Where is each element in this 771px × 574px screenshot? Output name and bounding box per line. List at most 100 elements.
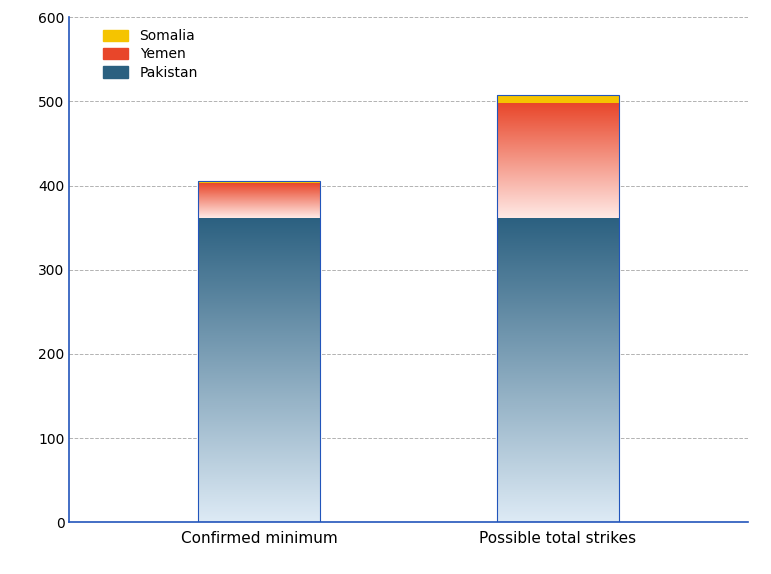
Bar [198,452,321,453]
Legend: Somalia, Yemen, Pakistan: Somalia, Yemen, Pakistan [103,29,198,80]
Bar [497,330,619,331]
Bar [198,233,321,234]
Bar [497,253,619,254]
Bar [497,359,619,360]
Bar [497,309,619,310]
Bar [497,436,619,437]
Bar [198,380,321,381]
Bar [198,413,321,414]
Bar [497,420,619,421]
Bar [497,237,619,238]
Bar [497,325,619,326]
Bar [198,223,321,224]
Bar [497,327,619,328]
Bar [198,485,321,486]
Bar [198,250,321,251]
Bar [198,490,321,491]
Bar [198,273,321,274]
Bar [497,319,619,320]
Bar [497,247,619,248]
Bar [497,479,619,480]
Bar [198,483,321,484]
Bar [497,241,619,242]
Bar [198,284,321,285]
Bar [198,497,321,498]
Bar [198,484,321,485]
Bar [198,395,321,397]
Bar [497,418,619,420]
Bar [198,397,321,398]
Bar [497,435,619,436]
Bar [497,428,619,429]
Bar [198,517,321,518]
Bar [198,331,321,332]
Bar [198,480,321,482]
Bar [497,328,619,329]
Bar [497,372,619,373]
Bar [497,333,619,335]
Bar [497,446,619,447]
Bar [198,319,321,320]
Bar [497,305,619,306]
Bar [198,252,321,253]
Bar [497,506,619,507]
Bar [497,373,619,374]
Bar [497,434,619,435]
Bar [198,320,321,321]
Bar [497,314,619,315]
Bar [497,351,619,352]
Bar [198,282,321,284]
Bar [497,454,619,455]
Bar [497,331,619,332]
Bar [198,222,321,223]
Bar [198,365,321,366]
Bar [198,257,321,258]
Bar [497,519,619,520]
Bar [198,355,321,356]
Bar [198,495,321,496]
Bar [497,440,619,441]
Bar [198,346,321,347]
Bar [198,285,321,286]
Bar [198,235,321,236]
Bar [198,405,321,406]
Bar [198,437,321,438]
Bar [198,292,321,293]
Bar [198,406,321,408]
Bar [497,368,619,369]
Bar [198,294,321,295]
Bar [497,339,619,340]
Bar [497,433,619,434]
Bar [497,406,619,408]
Bar [497,457,619,459]
Bar [198,456,321,457]
Bar [497,344,619,346]
Bar [497,503,619,504]
Bar [198,505,321,506]
Bar [497,293,619,294]
Bar [497,267,619,269]
Bar [198,373,321,374]
Bar [497,496,619,497]
Bar [198,227,321,228]
Bar [497,227,619,228]
Bar [497,302,619,303]
Bar [497,493,619,494]
Bar [198,455,321,456]
Bar [497,451,619,452]
Bar [497,367,619,368]
Bar [198,421,321,422]
Bar [497,364,619,365]
Bar [198,441,321,442]
Bar [497,510,619,511]
Bar [497,297,619,298]
Bar [497,301,619,302]
Bar [497,234,619,235]
Bar [198,427,321,428]
Bar [198,299,321,300]
Bar [497,316,619,317]
Bar [198,372,321,373]
Bar [497,500,619,501]
Bar [198,308,321,309]
Bar [497,285,619,286]
